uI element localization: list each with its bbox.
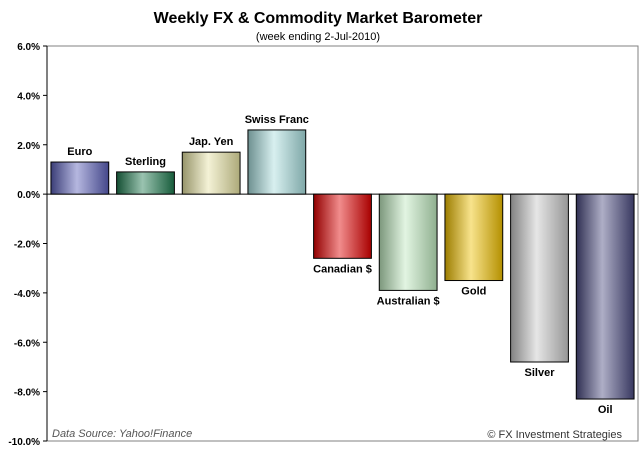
y-tick-label: 0.0% — [17, 190, 40, 201]
y-tick-label: 4.0% — [17, 91, 40, 102]
data-source-note: Data Source: Yahoo!Finance — [52, 428, 192, 440]
bar-sterling — [116, 171, 175, 195]
chart-title: Weekly FX & Commodity Market Barometer — [154, 10, 483, 27]
bars — [50, 129, 635, 400]
y-tick-label: -2.0% — [14, 240, 40, 251]
bar-label: Swiss Franc — [245, 114, 309, 126]
bar-euro — [50, 161, 110, 195]
y-tick-label: -8.0% — [14, 388, 40, 399]
y-tick-label: 2.0% — [17, 141, 40, 152]
bar-swiss-franc — [247, 129, 307, 195]
bar-label: Silver — [525, 367, 556, 379]
y-tick-label: -4.0% — [14, 289, 40, 300]
bar-labels: Euro Sterling Jap. Yen Swiss Franc Canadian … — [67, 114, 612, 416]
bar-silver — [510, 193, 569, 363]
bar-oil — [575, 193, 635, 400]
bar-label: Gold — [461, 286, 486, 298]
y-tick-label: 6.0% — [17, 42, 40, 53]
bar-label: Sterling — [125, 156, 166, 168]
bar-jap-yen — [181, 151, 241, 195]
credit-note: © FX Investment Strategies — [487, 429, 622, 441]
bar-label: Canadian $ — [313, 263, 372, 275]
y-tick-label: -10.0% — [8, 437, 40, 448]
y-tick-label: -6.0% — [14, 338, 40, 349]
bar-australian — [378, 193, 438, 291]
chart-subtitle: (week ending 2-Jul-2010) — [256, 31, 380, 43]
bar-gold — [444, 193, 504, 282]
bar-label: Jap. Yen — [189, 136, 234, 148]
bar-label: Euro — [67, 146, 92, 158]
bar-label: Australian $ — [377, 295, 440, 307]
bar-label: Oil — [598, 404, 613, 416]
bar-canadian — [313, 193, 372, 259]
